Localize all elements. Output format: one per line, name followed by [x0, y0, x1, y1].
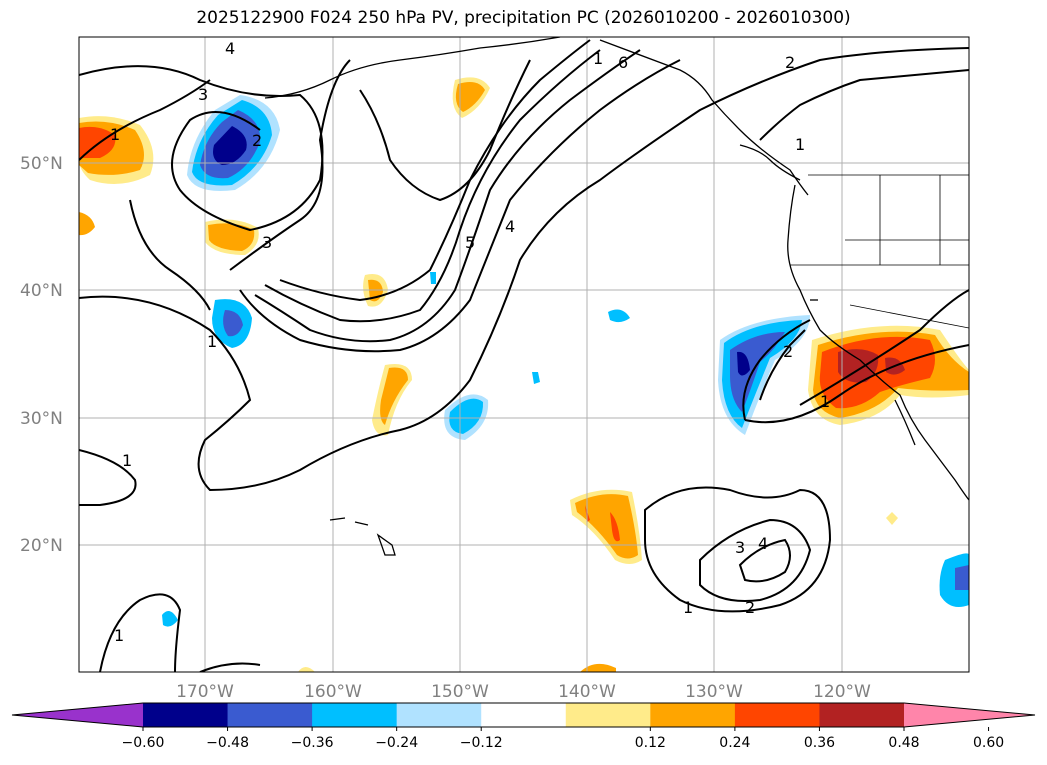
colorbar-tick-label: 0.60: [973, 735, 1004, 751]
precip-area: [580, 663, 616, 672]
precip-area: [532, 372, 540, 384]
precip-area: [737, 351, 750, 376]
pv-label: 1: [122, 451, 132, 470]
precip-area: [838, 349, 879, 383]
precip-area: [162, 611, 178, 627]
pv-label: 1: [683, 598, 693, 617]
lon-label: 140°W: [558, 682, 616, 702]
graticule: [79, 37, 969, 672]
precip-area: [223, 310, 243, 337]
precip-area: [208, 223, 255, 251]
pv-contours: [79, 39, 969, 672]
colorbar: −0.60 −0.48 −0.36 −0.24 −0.12 0.12 0.24 0.36 0.4…: [11, 702, 1036, 751]
pv-label: 1: [207, 332, 217, 351]
pv-label: 3: [735, 538, 745, 557]
borders: [790, 174, 969, 329]
pv-label: 2: [785, 53, 795, 72]
colorbar-bin: [734, 703, 820, 727]
pv-label: 4: [225, 39, 235, 58]
map-content: 4 3 2 1 6 2 1 3 5 4 1 2 1 3 4 1 2 1 1 1: [79, 37, 969, 672]
precip-area: [449, 398, 484, 434]
chart-title: 2025122900 F024 250 hPa PV, precipitatio…: [196, 8, 851, 28]
precip-area: [79, 126, 116, 158]
colorbar-tick-label: 0.24: [719, 735, 750, 751]
precip-shading: [79, 77, 969, 672]
colorbar-bin: [650, 703, 736, 727]
colorbar-bin: [227, 703, 313, 727]
pv-label: 2: [252, 131, 262, 150]
pv-label: 5: [465, 233, 475, 252]
lat-label: 30°N: [20, 409, 63, 429]
colorbar-bin: [396, 703, 482, 727]
pv-label: 3: [198, 85, 208, 104]
precip-area: [730, 332, 785, 412]
colorbar-bin: [819, 703, 905, 727]
pv-label: 2: [783, 342, 793, 361]
colorbar-bin: [565, 703, 651, 727]
lat-label: 20°N: [20, 536, 63, 556]
precip-area: [886, 512, 898, 525]
pv-labels: 4 3 2 1 6 2 1 3 5 4 1 2 1 3 4 1 2 1 1 1: [110, 39, 830, 645]
lon-label: 170°W: [176, 682, 234, 702]
lon-label: 160°W: [304, 682, 362, 702]
colorbar-tick-label: 0.48: [888, 735, 919, 751]
colorbar-tick-label: −0.60: [122, 735, 165, 751]
lat-label: 40°N: [20, 281, 63, 301]
precip-area: [430, 272, 436, 284]
colorbar-extend-high: [904, 703, 1035, 727]
precip-area: [298, 667, 315, 672]
pv-label: 1: [114, 626, 124, 645]
pv-label: 1: [795, 135, 805, 154]
colorbar-tick-label: −0.12: [460, 735, 503, 751]
lon-label: 130°W: [685, 682, 743, 702]
pv-label: 2: [745, 598, 755, 617]
colorbar-tick-label: 0.12: [635, 735, 666, 751]
colorbar-extend-low: [12, 703, 143, 727]
colorbar-tick-label: −0.48: [206, 735, 249, 751]
colorbar-tick-label: −0.24: [375, 735, 418, 751]
precip-area: [575, 494, 638, 559]
pv-label: 4: [758, 534, 768, 553]
colorbar-bin: [143, 703, 229, 727]
pv-label: 1: [593, 49, 603, 68]
lon-label: 120°W: [813, 682, 871, 702]
colorbar-tick-label: −0.36: [291, 735, 334, 751]
colorbar-bin: [481, 703, 567, 727]
pv-label: 6: [618, 53, 628, 72]
lat-label: 50°N: [20, 154, 63, 174]
colorbar-bin: [312, 703, 398, 727]
lon-axis: 170°W 160°W 150°W 140°W 130°W 120°W: [176, 682, 871, 702]
precip-area: [608, 309, 630, 323]
lat-axis: 50°N 40°N 30°N 20°N: [20, 154, 63, 556]
map-frame: [78, 36, 970, 673]
precip-area: [380, 367, 408, 425]
pv-label: 4: [505, 217, 515, 236]
lon-label: 150°W: [431, 682, 489, 702]
precip-area: [79, 212, 95, 236]
precip-area: [610, 512, 620, 542]
precip-area: [955, 565, 969, 590]
coastlines: [264, 37, 969, 556]
precip-area: [455, 82, 485, 112]
pv-label: 1: [820, 392, 830, 411]
pv-label: 1: [110, 125, 120, 144]
pv-label: 3: [262, 233, 272, 252]
precip-area: [213, 126, 247, 165]
colorbar-tick-label: 0.36: [804, 735, 835, 751]
